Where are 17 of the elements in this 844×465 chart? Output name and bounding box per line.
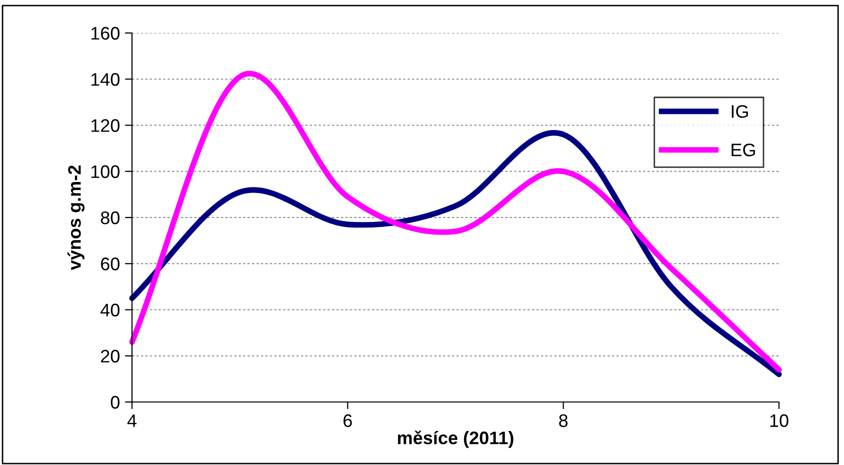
y-tick-label: 100: [91, 165, 120, 178]
y-tick-label: 20: [101, 350, 120, 363]
x-tick-label: 4: [127, 414, 136, 427]
x-tick-label: 6: [344, 414, 352, 428]
y-tick-label: 0: [110, 396, 120, 409]
y-tick-label: 80: [100, 211, 120, 224]
legend-label: EG: [732, 144, 755, 156]
y-tick-label: 60: [101, 258, 120, 270]
y-tick-label: 40: [100, 304, 120, 316]
y-axis-title: výnos g.m-2: [67, 166, 85, 270]
y-tick-label: 120: [91, 119, 120, 132]
x-axis-title: měsíce (2011): [398, 430, 514, 448]
y-tick-label: 140: [91, 73, 120, 86]
y-tick-label: 160: [91, 26, 120, 40]
x-tick-label: 8: [559, 414, 568, 428]
x-tick-label: 10: [770, 414, 788, 428]
legend-label: IG: [732, 105, 748, 118]
